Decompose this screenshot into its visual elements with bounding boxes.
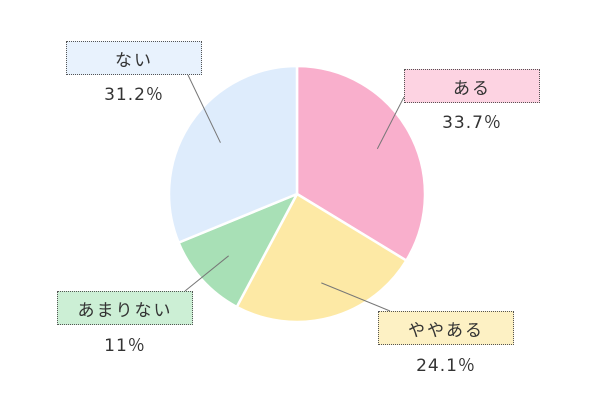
value-yaya-aru: 24.1％ xyxy=(416,356,476,376)
label-yaya-aru: ややある xyxy=(378,311,514,345)
slice-amari-nai xyxy=(177,192,299,309)
leader-nai xyxy=(187,74,221,143)
label-amari-nai: あまりない xyxy=(57,291,193,325)
leader-amari-nai xyxy=(184,255,229,292)
slice-nai xyxy=(167,64,299,244)
leader-yaya-aru xyxy=(321,282,391,312)
label-aru: ある xyxy=(404,69,540,103)
label-nai: ない xyxy=(66,41,202,75)
value-aru: 33.7％ xyxy=(442,113,502,133)
slice-yaya-aru xyxy=(235,192,408,324)
value-nai: 31.2％ xyxy=(104,85,164,105)
leader-aru xyxy=(376,96,405,150)
slice-aru xyxy=(295,64,427,262)
value-amari-nai: 11％ xyxy=(104,336,146,356)
